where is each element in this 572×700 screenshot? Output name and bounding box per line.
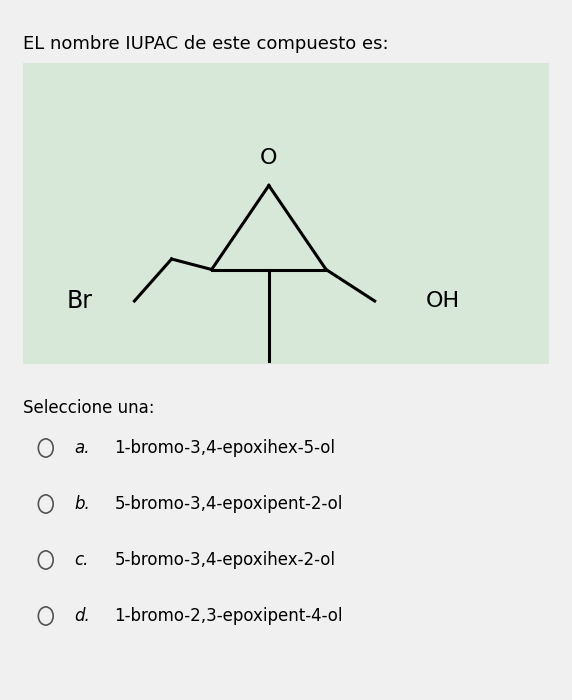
Text: 1-bromo-2,3-epoxipent-4-ol: 1-bromo-2,3-epoxipent-4-ol [114, 607, 343, 625]
FancyBboxPatch shape [23, 63, 549, 364]
Text: a.: a. [74, 439, 90, 457]
Text: 5-bromo-3,4-epoxipent-2-ol: 5-bromo-3,4-epoxipent-2-ol [114, 495, 343, 513]
Text: EL nombre IUPAC de este compuesto es:: EL nombre IUPAC de este compuesto es: [23, 35, 388, 53]
Text: c.: c. [74, 551, 89, 569]
Text: 1-bromo-3,4-epoxihex-5-ol: 1-bromo-3,4-epoxihex-5-ol [114, 439, 335, 457]
Text: Seleccione una:: Seleccione una: [23, 399, 154, 417]
Text: Br: Br [67, 289, 93, 313]
Text: 5-bromo-3,4-epoxihex-2-ol: 5-bromo-3,4-epoxihex-2-ol [114, 551, 335, 569]
Text: OH: OH [426, 291, 460, 311]
Text: b.: b. [74, 495, 90, 513]
Text: d.: d. [74, 607, 90, 625]
Text: O: O [260, 148, 277, 168]
